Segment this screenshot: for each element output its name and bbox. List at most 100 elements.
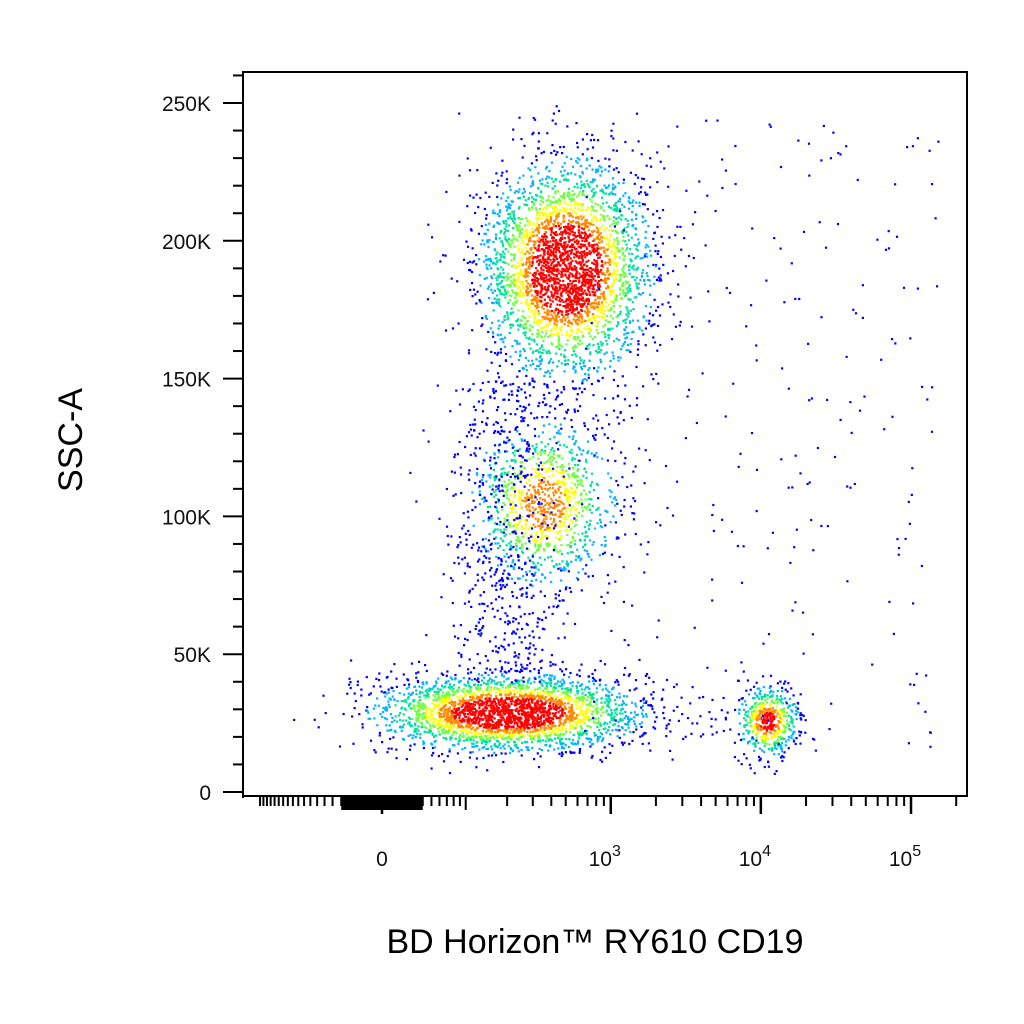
event-dot bbox=[532, 456, 535, 459]
event-dot bbox=[539, 182, 542, 185]
event-dot bbox=[598, 315, 601, 318]
event-dot bbox=[557, 249, 561, 252]
event-dot bbox=[519, 730, 522, 733]
event-dot bbox=[531, 184, 534, 187]
event-dot bbox=[621, 231, 624, 234]
event-dot bbox=[544, 286, 547, 289]
event-dot bbox=[562, 259, 565, 262]
event-dot bbox=[606, 186, 609, 189]
event-dot bbox=[553, 149, 556, 152]
event-dot bbox=[505, 262, 508, 265]
event-dot bbox=[555, 346, 558, 349]
event-dot bbox=[575, 294, 578, 298]
event-dot bbox=[324, 712, 327, 715]
event-dot bbox=[604, 273, 607, 277]
event-dot bbox=[550, 151, 553, 155]
event-dot bbox=[618, 197, 621, 200]
event-dot bbox=[588, 186, 591, 189]
event-dot bbox=[631, 210, 634, 214]
event-dot bbox=[513, 253, 517, 256]
event-dot bbox=[596, 236, 599, 239]
event-dot bbox=[583, 422, 586, 425]
event-dot bbox=[576, 216, 579, 219]
event-dot bbox=[586, 247, 589, 251]
event-dot bbox=[584, 276, 587, 279]
event-dot bbox=[567, 222, 570, 226]
event-dot bbox=[645, 319, 648, 322]
event-dot bbox=[561, 237, 564, 240]
event-dot bbox=[535, 256, 538, 259]
event-dot bbox=[531, 262, 534, 265]
event-dot bbox=[636, 353, 639, 356]
event-dot bbox=[540, 678, 543, 681]
event-dot bbox=[594, 294, 597, 297]
event-dot bbox=[567, 282, 570, 285]
event-dot bbox=[579, 186, 582, 190]
event-dot bbox=[594, 191, 597, 194]
event-dot bbox=[555, 295, 558, 298]
event-dot bbox=[475, 302, 478, 305]
event-dot bbox=[625, 287, 628, 290]
event-dot bbox=[580, 293, 583, 296]
event-dot bbox=[514, 350, 517, 353]
event-dot bbox=[613, 295, 616, 298]
event-dot bbox=[537, 472, 540, 475]
event-dot bbox=[469, 228, 473, 231]
event-dot bbox=[583, 387, 586, 391]
event-dot bbox=[532, 302, 535, 305]
event-dot bbox=[619, 310, 622, 313]
event-dot bbox=[457, 686, 461, 689]
event-dot bbox=[518, 272, 521, 275]
event-dot bbox=[645, 272, 648, 275]
event-dot bbox=[678, 324, 681, 327]
event-dot bbox=[567, 226, 570, 229]
event-dot bbox=[587, 717, 590, 720]
event-dot bbox=[533, 276, 537, 279]
event-dot bbox=[570, 452, 573, 455]
event-dot bbox=[533, 490, 537, 493]
event-dot bbox=[574, 489, 577, 492]
event-dot bbox=[396, 720, 399, 723]
event-dot bbox=[560, 325, 563, 328]
event-dot bbox=[542, 348, 545, 351]
event-dot bbox=[544, 302, 547, 305]
event-dot bbox=[617, 248, 620, 251]
event-dot bbox=[552, 450, 556, 453]
event-dot bbox=[505, 544, 508, 547]
event-dot bbox=[469, 423, 472, 426]
event-dot bbox=[545, 470, 548, 473]
event-dot bbox=[573, 410, 577, 413]
event-dot bbox=[540, 238, 543, 241]
event-dot bbox=[611, 327, 614, 330]
event-dot bbox=[547, 482, 550, 485]
event-dot bbox=[556, 454, 559, 457]
event-dot bbox=[581, 203, 584, 206]
event-dot bbox=[586, 289, 589, 292]
event-dot bbox=[620, 513, 623, 516]
event-dot bbox=[563, 388, 566, 391]
event-dot bbox=[379, 685, 382, 688]
event-dot bbox=[442, 573, 445, 576]
event-dot bbox=[486, 287, 489, 290]
event-dot bbox=[673, 254, 676, 257]
event-dot bbox=[528, 237, 531, 240]
event-dot bbox=[578, 289, 581, 292]
event-dot bbox=[494, 263, 497, 266]
event-dot bbox=[565, 179, 568, 182]
event-dot bbox=[484, 709, 487, 712]
event-dot bbox=[421, 702, 424, 705]
event-dot bbox=[495, 302, 498, 305]
event-dot bbox=[502, 268, 505, 271]
event-dot bbox=[493, 490, 496, 493]
event-dot bbox=[572, 288, 575, 291]
event-dot bbox=[588, 328, 591, 331]
event-dot bbox=[500, 691, 503, 694]
event-dot bbox=[516, 229, 519, 232]
event-dot bbox=[549, 664, 552, 667]
event-dot bbox=[646, 274, 649, 278]
event-dot bbox=[497, 431, 500, 434]
event-dot bbox=[545, 673, 549, 677]
event-dot bbox=[511, 210, 514, 214]
event-dot bbox=[656, 181, 659, 184]
event-dot bbox=[460, 721, 463, 724]
